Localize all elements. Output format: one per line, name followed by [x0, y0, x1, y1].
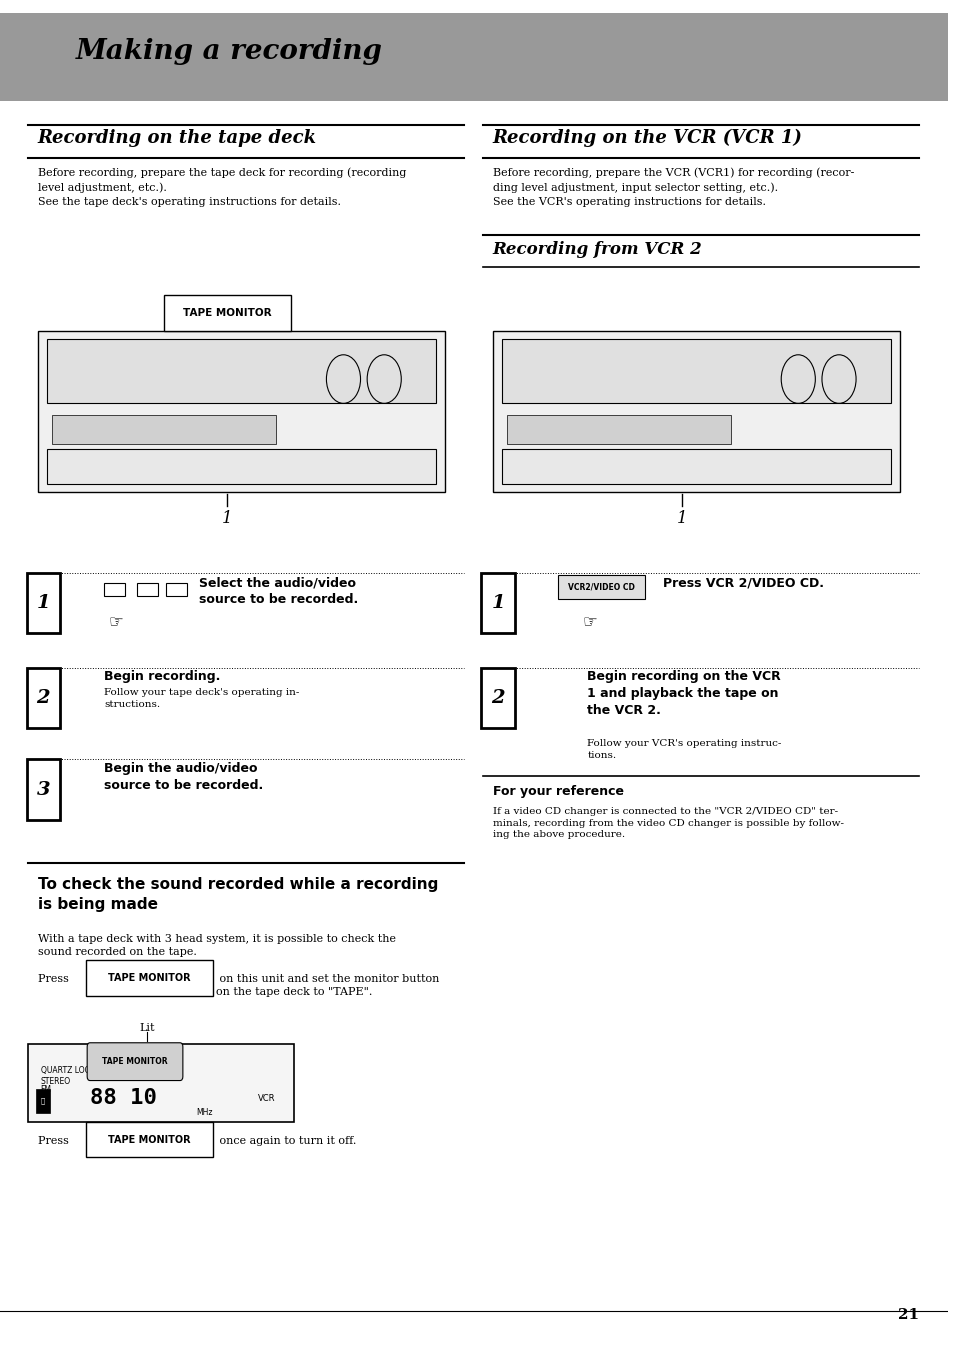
FancyBboxPatch shape	[86, 960, 213, 996]
Text: Before recording, prepare the tape deck for recording (recording
level adjustmen: Before recording, prepare the tape deck …	[38, 167, 406, 206]
FancyBboxPatch shape	[27, 668, 60, 728]
Text: 2: 2	[36, 689, 51, 707]
Bar	[36, 1089, 51, 1113]
Text: once again to turn it off.: once again to turn it off.	[215, 1136, 356, 1145]
Text: Recording on the tape deck: Recording on the tape deck	[38, 128, 316, 147]
Text: With a tape deck with 3 head system, it is possible to check the
sound recorded : With a tape deck with 3 head system, it …	[38, 934, 395, 956]
FancyBboxPatch shape	[29, 1044, 294, 1122]
FancyBboxPatch shape	[87, 1043, 183, 1081]
Text: 1: 1	[36, 595, 51, 612]
Text: Recording on the VCR (VCR 1): Recording on the VCR (VCR 1)	[492, 128, 801, 147]
Text: 3: 3	[36, 781, 51, 799]
Text: Press VCR 2/VIDEO CD.: Press VCR 2/VIDEO CD.	[662, 576, 823, 590]
Text: TAPE MONITOR: TAPE MONITOR	[109, 973, 191, 983]
FancyBboxPatch shape	[481, 668, 515, 728]
FancyBboxPatch shape	[38, 331, 445, 492]
Bar	[48, 339, 436, 403]
Text: ☞: ☞	[109, 614, 124, 631]
Bar	[52, 414, 276, 444]
Text: 2: 2	[491, 689, 504, 707]
Text: ☞: ☞	[582, 614, 597, 631]
Text: 88 10: 88 10	[90, 1089, 156, 1108]
FancyBboxPatch shape	[27, 573, 60, 634]
Text: For your reference: For your reference	[492, 785, 623, 799]
Text: VCR: VCR	[257, 1094, 274, 1102]
Bar	[104, 583, 125, 596]
Text: 1: 1	[222, 510, 233, 527]
FancyBboxPatch shape	[558, 575, 644, 599]
Text: 21: 21	[897, 1309, 918, 1322]
Text: Press: Press	[38, 1136, 72, 1145]
Text: Before recording, prepare the VCR (VCR1) for recording (recor-
ding level adjust: Before recording, prepare the VCR (VCR1)…	[492, 167, 853, 206]
FancyBboxPatch shape	[0, 13, 946, 101]
Text: Press: Press	[38, 974, 72, 983]
Text: FM: FM	[41, 1085, 51, 1094]
Text: Follow your VCR's operating instruc-
tions.: Follow your VCR's operating instruc- tio…	[587, 739, 781, 759]
Text: Follow your tape deck's operating in-
structions.: Follow your tape deck's operating in- st…	[104, 688, 299, 708]
Text: TAPE MONITOR: TAPE MONITOR	[109, 1135, 191, 1145]
Text: TAPE MONITOR: TAPE MONITOR	[183, 308, 272, 318]
Bar	[48, 449, 436, 484]
Bar	[501, 339, 890, 403]
Text: Begin recording.: Begin recording.	[104, 670, 220, 684]
Text: QUARTZ LOCK
STEREO: QUARTZ LOCK STEREO	[41, 1066, 94, 1086]
Text: Lit: Lit	[139, 1023, 154, 1032]
Text: If a video CD changer is connected to the "VCR 2/VIDEO CD" ter-
minals, recordin: If a video CD changer is connected to th…	[492, 807, 842, 839]
Text: ⓘ: ⓘ	[41, 1098, 45, 1103]
FancyBboxPatch shape	[481, 573, 515, 634]
Text: To check the sound recorded while a recording
is being made: To check the sound recorded while a reco…	[38, 877, 437, 912]
Text: 1: 1	[677, 510, 687, 527]
Text: VCR2/VIDEO CD: VCR2/VIDEO CD	[568, 583, 635, 591]
Text: 1: 1	[491, 595, 504, 612]
FancyBboxPatch shape	[27, 759, 60, 819]
FancyBboxPatch shape	[164, 295, 291, 331]
Text: Begin the audio/video
source to be recorded.: Begin the audio/video source to be recor…	[104, 762, 263, 792]
Text: TAPE MONITOR: TAPE MONITOR	[102, 1058, 168, 1066]
FancyBboxPatch shape	[86, 1122, 213, 1157]
Text: MHz: MHz	[196, 1108, 213, 1117]
Bar	[506, 414, 730, 444]
Text: Begin recording on the VCR
1 and playback the tape on
the VCR 2.: Begin recording on the VCR 1 and playbac…	[587, 670, 781, 718]
Text: Making a recording: Making a recording	[75, 38, 382, 65]
Text: Recording from VCR 2: Recording from VCR 2	[492, 241, 701, 259]
Text: on this unit and set the monitor button
on the tape deck to "TAPE".: on this unit and set the monitor button …	[215, 974, 439, 997]
Bar	[166, 583, 187, 596]
Bar	[137, 583, 158, 596]
Text: Select the audio/video
source to be recorded.: Select the audio/video source to be reco…	[199, 576, 358, 606]
Bar	[501, 449, 890, 484]
FancyBboxPatch shape	[492, 331, 900, 492]
